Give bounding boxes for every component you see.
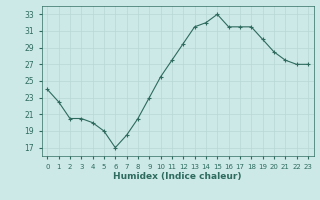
X-axis label: Humidex (Indice chaleur): Humidex (Indice chaleur) (113, 172, 242, 181)
